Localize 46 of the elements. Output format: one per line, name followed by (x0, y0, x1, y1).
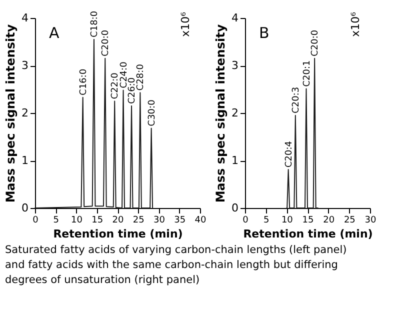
x-tick-label: 15 (302, 216, 314, 226)
x-tick-label: 5 (263, 216, 270, 226)
chart-title: B (259, 24, 270, 42)
annotation: x10⁶ (179, 11, 192, 37)
x-tick-label: 30 (364, 216, 376, 226)
annotation: C30:0 (147, 99, 158, 126)
annotation: C18:0 (90, 10, 100, 38)
annotation: C24:0 (119, 61, 130, 88)
x-tick-label: 40 (194, 216, 206, 226)
x-tick-label: 20 (323, 216, 335, 226)
y-axis-title: Mass spec signal intensity (4, 24, 18, 203)
x-tick-label: 25 (132, 216, 144, 226)
x-tick-label: 10 (281, 216, 294, 226)
x-tick-label: 25 (344, 216, 356, 226)
y-tick-label: 0 (22, 202, 28, 214)
x-tick-label: 0 (32, 216, 39, 226)
annotation: x10⁶ (349, 11, 362, 37)
annotation: C20:3 (291, 86, 302, 114)
y-tick-label: 3 (22, 59, 28, 72)
y-tick-label: 2 (232, 106, 238, 120)
x-tick-label: 20 (112, 216, 124, 226)
x-tick-label: 5 (53, 216, 59, 226)
y-tick-label: 4 (22, 12, 28, 24)
annotation: C20:1 (302, 60, 312, 87)
y-tick-label: 0 (232, 202, 238, 214)
annotation: C16:0 (78, 68, 89, 96)
annotation: C20:0 (310, 30, 321, 56)
annotation: C22:0 (110, 72, 121, 100)
annotation: C20:0 (101, 30, 112, 56)
x-tick-label: 30 (154, 216, 166, 226)
text: Saturated fatty acids of varying carbon-chain lengths (left panel) and fatty acids with the same carbon-chain length but differing degrees of unsaturation (right panel) (5, 244, 347, 286)
y-axis-title: Mass spec signal intensity (214, 24, 228, 203)
x-tick-label: 15 (92, 216, 104, 226)
y-tick-label: 1 (22, 154, 28, 167)
y-tick-label: 2 (22, 106, 28, 120)
y-tick-label: 4 (232, 12, 238, 24)
chart-title: A (49, 24, 60, 42)
annotation: C20:4 (284, 140, 294, 168)
x-tick-label: 10 (71, 216, 83, 226)
y-tick-label: 1 (232, 154, 238, 167)
x-tick-label: 0 (242, 216, 249, 226)
annotation: C28:0 (136, 64, 146, 91)
y-tick-label: 3 (232, 59, 238, 72)
x-axis-title: Retention time (min) (243, 228, 373, 240)
x-tick-label: 35 (174, 216, 186, 226)
x-axis-title: Retention time (min) (53, 228, 183, 240)
